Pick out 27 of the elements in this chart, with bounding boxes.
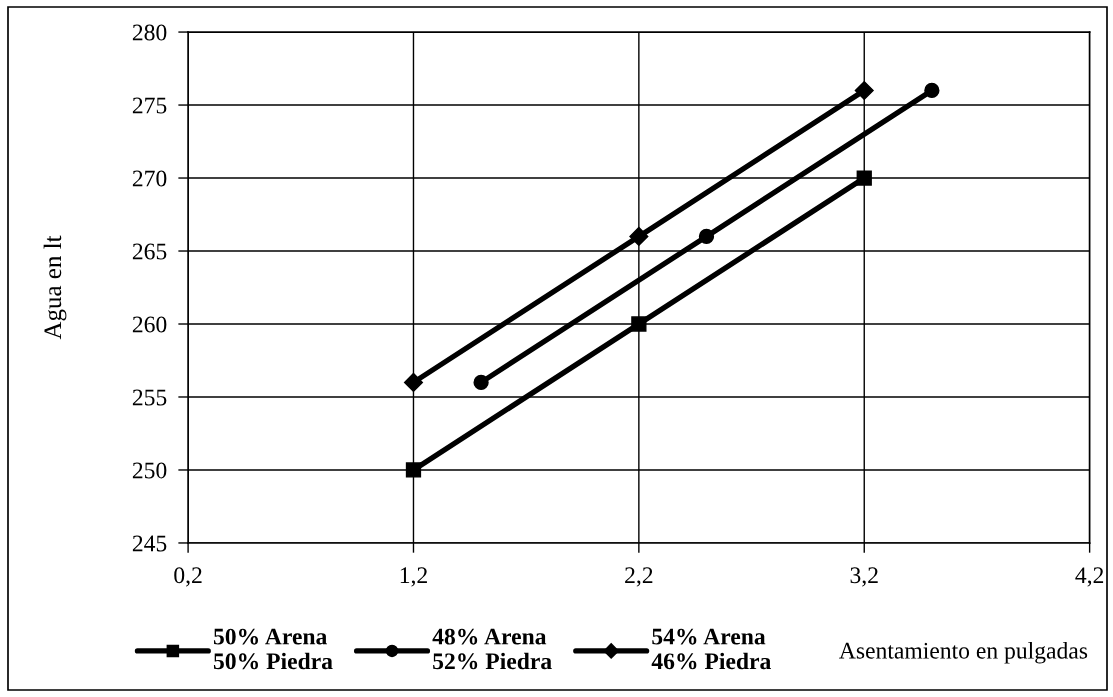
y-tick-label: 260 bbox=[132, 316, 167, 333]
point bbox=[698, 228, 715, 245]
point bbox=[854, 80, 874, 100]
x-tick-label: 2,2 bbox=[625, 567, 653, 587]
point bbox=[924, 82, 940, 99]
point bbox=[473, 374, 489, 391]
y-tick-label: 250 bbox=[132, 462, 167, 479]
y-tick-label: 275 bbox=[132, 97, 167, 114]
y-tick-label: 265 bbox=[132, 243, 167, 260]
x-tick-label: 4,2 bbox=[1075, 567, 1104, 587]
point bbox=[405, 462, 422, 478]
y-tick-label: 280 bbox=[132, 24, 167, 41]
legend-label: 48% Arena 52% Piedra bbox=[432, 628, 552, 670]
x-tick-label: 0,2 bbox=[174, 567, 202, 587]
y-tick-label: 270 bbox=[132, 170, 167, 187]
point bbox=[629, 226, 649, 246]
point bbox=[856, 170, 872, 186]
y-tick-label: 245 bbox=[132, 535, 167, 552]
y-axis-title: Agua en lt bbox=[43, 235, 67, 340]
legend-label: 54% Arena 46% Piedra bbox=[651, 628, 771, 670]
x-axis-title: Asentamiento en pulgadas bbox=[839, 642, 1088, 664]
point bbox=[403, 372, 424, 392]
x-tick-label: 1,2 bbox=[400, 567, 427, 587]
y-tick-label: 255 bbox=[132, 389, 167, 406]
point bbox=[631, 316, 647, 332]
x-tick-label: 3,2 bbox=[850, 567, 878, 587]
legend-label: 50% Arena 50% Piedra bbox=[213, 628, 333, 670]
